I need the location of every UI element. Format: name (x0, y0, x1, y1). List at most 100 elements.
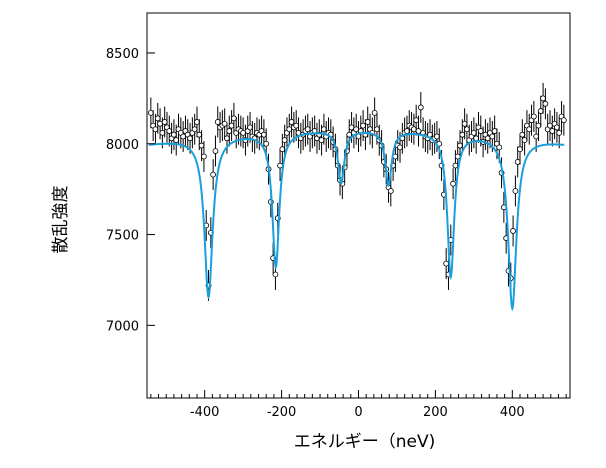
data-point (482, 119, 489, 151)
data-marker (556, 129, 563, 136)
data-marker (210, 171, 217, 178)
data-point (547, 110, 553, 142)
y-tick-label: 8000 (106, 138, 139, 153)
data-point (450, 168, 456, 200)
data-marker (187, 135, 193, 142)
data-marker (152, 126, 159, 133)
data-point (346, 119, 353, 151)
data-point (357, 115, 364, 147)
data-point (307, 121, 313, 152)
data-marker (491, 128, 498, 134)
data-marker (221, 120, 228, 127)
data-marker (166, 128, 173, 134)
data-marker (537, 108, 544, 114)
data-point (171, 119, 177, 151)
data-point (420, 117, 427, 149)
data-marker (533, 133, 540, 140)
y-axis-label: 散乱強度 (51, 186, 71, 254)
data-marker (281, 137, 288, 144)
data-point (173, 124, 180, 156)
data-marker (371, 109, 378, 116)
data-point (233, 117, 240, 149)
data-marker (171, 131, 177, 138)
data-point (510, 215, 516, 247)
data-point (500, 191, 507, 223)
axis-ticks (147, 52, 567, 398)
data-point (353, 113, 360, 145)
data-marker (457, 142, 463, 149)
data-marker (452, 162, 459, 169)
data-point (512, 175, 519, 207)
data-point (404, 115, 410, 147)
data-point (387, 175, 394, 207)
data-point (221, 108, 228, 140)
data-marker (417, 104, 424, 111)
data-marker (526, 126, 533, 133)
data-marker (512, 188, 519, 194)
data-point (228, 110, 235, 142)
data-marker (434, 133, 440, 140)
data-point (201, 141, 207, 172)
data-point (214, 106, 221, 138)
y-tick-label: 7500 (106, 229, 139, 244)
data-marker (542, 100, 549, 107)
data-marker (489, 133, 496, 140)
data-point (530, 101, 537, 132)
x-tick-labels: -400 -200 0 200 400 (190, 405, 525, 420)
x-axis-label: エネルギー（neV) (294, 432, 436, 452)
data-marker (477, 128, 484, 134)
data-point (427, 119, 433, 151)
data-point (519, 119, 526, 151)
data-point (549, 115, 556, 147)
data-marker (560, 117, 567, 124)
data-marker (464, 126, 470, 133)
data-marker (461, 120, 468, 127)
data-marker (279, 146, 286, 153)
data-marker (293, 122, 300, 129)
data-point (468, 121, 475, 152)
data-marker (191, 126, 198, 133)
data-point (212, 135, 219, 167)
data-point (224, 122, 230, 154)
data-point (350, 117, 357, 149)
data-marker (228, 122, 235, 129)
data-point (314, 122, 320, 154)
y-tick-labels: 7000 7500 8000 8500 (106, 47, 139, 334)
data-marker (364, 119, 371, 125)
data-point (521, 124, 528, 156)
data-marker (277, 162, 283, 169)
data-point (327, 119, 334, 151)
data-point (470, 117, 477, 149)
data-point (544, 113, 551, 145)
data-marker (459, 131, 466, 138)
data-point (517, 133, 523, 165)
data-point (542, 88, 549, 120)
data-point (367, 113, 373, 145)
data-point (491, 115, 498, 147)
data-marker (360, 122, 367, 129)
fit-curve-layer (148, 132, 565, 312)
x-tick-label: 200 (423, 405, 448, 420)
data-point (316, 119, 323, 151)
data-marker (318, 137, 325, 144)
data-marker (320, 126, 327, 133)
data-marker (535, 122, 542, 129)
data-marker (517, 146, 523, 153)
data-marker (201, 153, 207, 160)
data-marker (496, 144, 503, 151)
data-marker (554, 124, 560, 131)
y-tick-label: 7000 (106, 319, 139, 334)
data-marker (519, 131, 526, 138)
data-marker (247, 124, 253, 131)
data-marker (263, 140, 270, 147)
y-tick-label: 8500 (106, 47, 139, 62)
data-point (524, 110, 530, 142)
data-points (147, 82, 567, 301)
data-marker (224, 135, 230, 142)
data-marker (212, 148, 219, 154)
data-point (323, 121, 330, 152)
data-marker (450, 180, 456, 187)
data-point (226, 115, 233, 147)
data-marker (510, 228, 516, 234)
